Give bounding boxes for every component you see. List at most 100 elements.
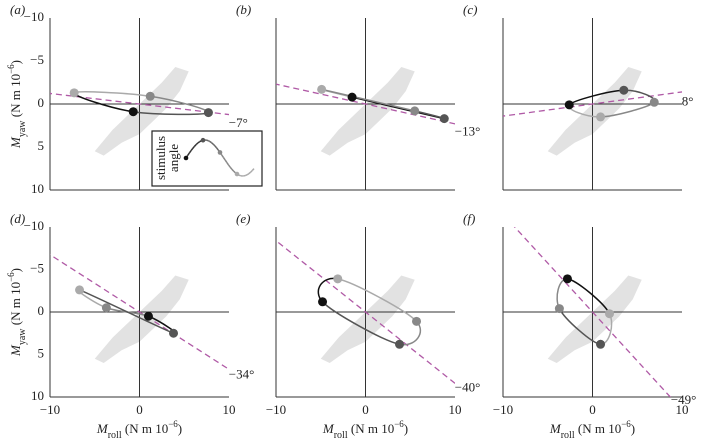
- y-tick-label: 10: [31, 388, 44, 403]
- angle-label: −7°: [229, 115, 248, 130]
- axis-label-part: yaw: [17, 120, 28, 137]
- inset-wave: [226, 162, 230, 166]
- inset-wave: [250, 169, 253, 173]
- background-silhouette: [547, 67, 642, 156]
- axis-label-part: ): [631, 421, 635, 436]
- trajectory-segment: [73, 92, 134, 113]
- y-tick-label: 0: [38, 95, 45, 110]
- orientation-group: [513, 227, 672, 397]
- axis-label-part: roll: [334, 430, 348, 441]
- orientation-group: [276, 83, 455, 125]
- y-tick-label: −5: [30, 260, 44, 275]
- y-tick-label: −10: [24, 218, 44, 233]
- background-silhouette: [94, 67, 189, 156]
- y-tick-label: 10: [31, 181, 44, 196]
- trajectory-segment: [321, 301, 400, 346]
- background-silhouette: [547, 275, 642, 363]
- inset-wave: [233, 170, 236, 174]
- inset-wave: [187, 152, 191, 156]
- axis-label: Mroll (N m 10−6): [322, 419, 408, 441]
- point: [605, 309, 615, 319]
- axis-label-part: M: [96, 421, 109, 436]
- axis-label: Mroll (N m 10−6): [96, 419, 182, 441]
- inset-wave: [190, 147, 194, 152]
- inset-wave: [197, 141, 201, 144]
- inset-dot: [234, 171, 240, 177]
- orientation-line: [50, 92, 229, 116]
- panel-label: (e): [236, 211, 250, 226]
- x-tick-label: −10: [493, 402, 513, 417]
- axis-label-part: M: [322, 421, 335, 436]
- axis-label-part: (N m 10: [122, 421, 169, 436]
- angle-label: −13°: [455, 123, 481, 138]
- inset-wave: [221, 154, 225, 158]
- y-tick-label: 5: [38, 138, 45, 153]
- axis-label: Mroll (N m 10−6): [549, 419, 635, 441]
- inset-wave: [207, 139, 211, 143]
- trajectory-segment: [79, 289, 174, 334]
- inset-wave: [222, 157, 226, 161]
- orientation-group: [503, 91, 682, 117]
- orientation-group: [50, 253, 229, 371]
- point: [619, 85, 629, 95]
- inset-wave: [229, 166, 233, 170]
- point: [554, 304, 564, 314]
- x-tick-label: 0: [136, 402, 143, 417]
- point: [333, 274, 343, 284]
- trajectory-segment: [337, 278, 418, 322]
- inset-wave: [211, 142, 214, 145]
- panel-label: (a): [10, 2, 25, 17]
- axis-label-part: M: [549, 421, 562, 436]
- point: [317, 84, 327, 94]
- inset-wave: [212, 143, 216, 147]
- x-tick-label: 10: [676, 402, 689, 417]
- x-tick-label: 0: [589, 402, 596, 417]
- axis-label-part: M: [8, 344, 23, 357]
- inset-wave: [195, 142, 199, 146]
- point: [395, 339, 405, 349]
- inset-dot: [217, 150, 223, 155]
- orientation-line: [276, 83, 455, 125]
- inset-dot: [200, 137, 206, 143]
- x-tick-label: −10: [40, 402, 60, 417]
- point: [347, 92, 357, 102]
- x-tick-label: 0: [362, 402, 369, 417]
- axis-label-part: M: [8, 136, 23, 149]
- inset-wave: [251, 168, 255, 172]
- inset-wave: [227, 164, 231, 168]
- axis-label-part: roll: [108, 430, 122, 441]
- axis-label-part: roll: [561, 430, 575, 441]
- axis-label-part: −6: [621, 419, 631, 429]
- orientation-group: [50, 92, 229, 116]
- axis-label-part: yaw: [17, 328, 28, 345]
- point: [69, 88, 79, 98]
- axis-label: Myaw (N m 10−6): [6, 60, 28, 149]
- point: [143, 311, 153, 321]
- orientation-line: [276, 239, 455, 385]
- orientation-line: [503, 91, 682, 117]
- axis-label-part: ): [404, 421, 408, 436]
- point: [439, 114, 449, 124]
- axis-label-part: (N m 10: [575, 421, 622, 436]
- x-tick-label: −10: [266, 402, 286, 417]
- axis-label-part: −6: [394, 419, 404, 429]
- point: [596, 112, 606, 122]
- inset-dot: [183, 155, 189, 161]
- trajectory-segment: [73, 91, 151, 98]
- background-silhouette: [320, 275, 415, 363]
- inset-wave: [224, 159, 228, 163]
- axis-label-part: −6: [6, 272, 16, 282]
- point: [128, 107, 138, 117]
- point: [410, 106, 420, 116]
- panel-label: (c): [463, 2, 477, 17]
- orientation-group: [276, 239, 455, 385]
- axis-label-part: ): [178, 421, 182, 436]
- point: [75, 285, 85, 295]
- point: [318, 297, 328, 307]
- axis-label-part: −6: [168, 419, 178, 429]
- axis-label-part: ): [8, 268, 23, 272]
- angle-label: −34°: [229, 366, 255, 381]
- y-tick-label: −5: [30, 52, 44, 67]
- inset-wave: [214, 145, 218, 149]
- inset-wave: [209, 140, 212, 144]
